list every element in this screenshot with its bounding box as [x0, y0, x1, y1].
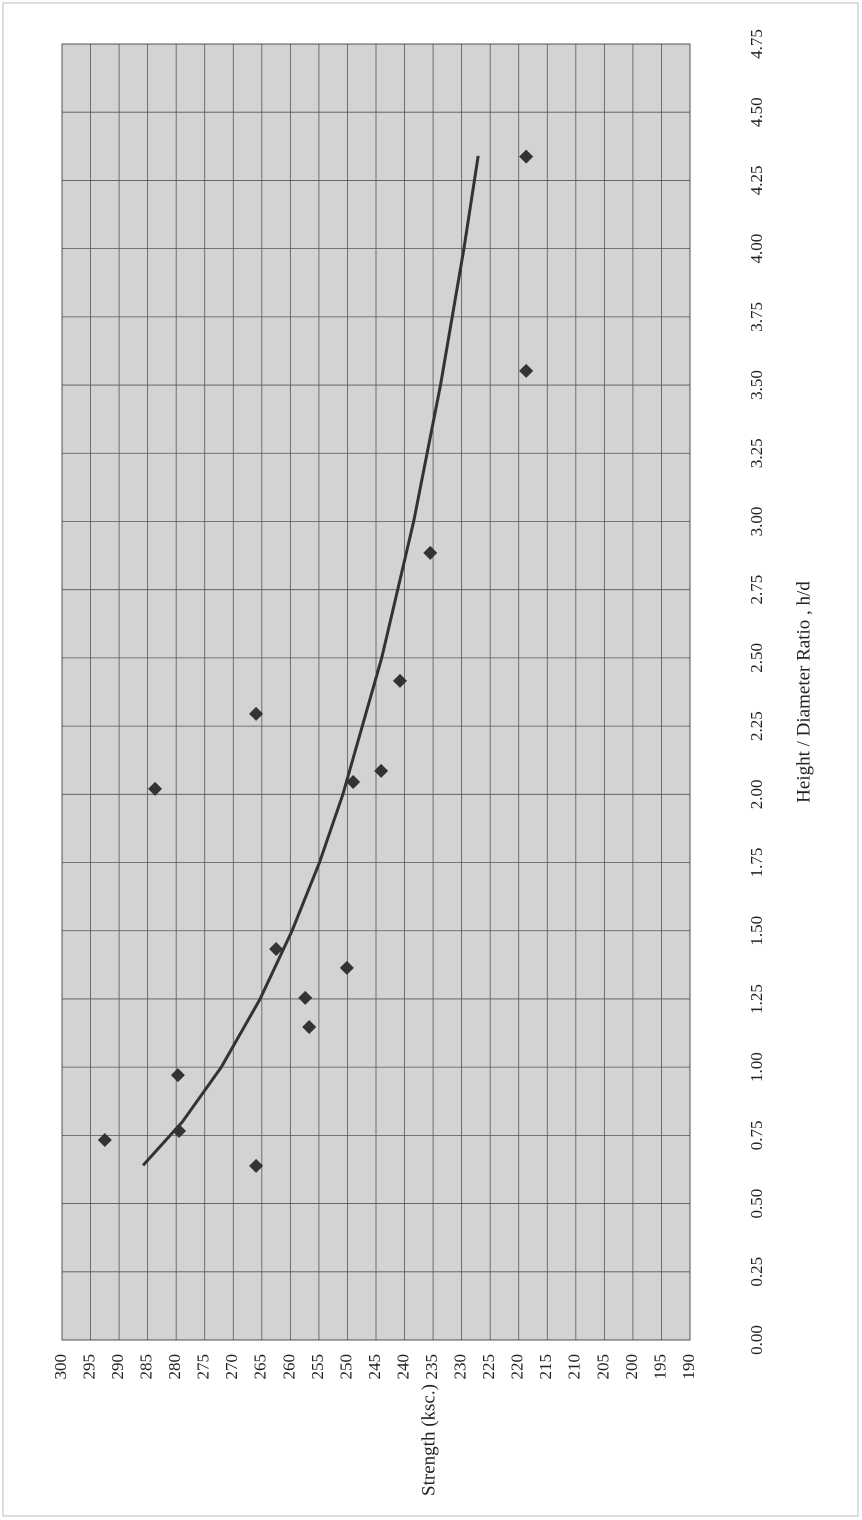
y-tick-label: 280: [165, 1354, 184, 1380]
y-tick-label: 210: [565, 1354, 584, 1380]
data-point: [172, 1124, 187, 1139]
x-tick-label: 2.25: [747, 711, 766, 741]
data-point: [392, 673, 407, 688]
data-point: [97, 1133, 112, 1148]
x-tick-label: 1.25: [747, 984, 766, 1014]
data-point: [519, 149, 534, 164]
y-tick-label: 230: [451, 1354, 470, 1380]
data-point: [374, 763, 389, 778]
x-tick-label: 4.50: [747, 97, 766, 127]
x-axis-title: Height / Diameter Ratio , h/d: [793, 581, 814, 803]
x-tick-label: 0.25: [747, 1257, 766, 1287]
y-tick-label: 215: [536, 1354, 555, 1380]
y-tick-label: 245: [365, 1354, 384, 1380]
x-tick-label: 4.75: [747, 29, 766, 59]
data-point: [249, 706, 264, 721]
x-tick-label: 2.00: [747, 779, 766, 809]
y-axis-title: Strength (ksc.): [418, 1384, 439, 1496]
y-tick-label: 275: [194, 1354, 213, 1380]
x-tick-label: 0.75: [747, 1120, 766, 1150]
x-tick-label: 4.00: [747, 234, 766, 264]
y-tick-label: 225: [479, 1354, 498, 1380]
data-point: [423, 545, 438, 560]
y-tick-label: 300: [51, 1354, 70, 1380]
data-point: [148, 781, 163, 796]
y-tick-label: 205: [593, 1354, 612, 1380]
y-tick-label: 200: [622, 1354, 641, 1380]
x-tick-label: 0.00: [747, 1325, 766, 1355]
y-tick-label: 290: [108, 1354, 127, 1380]
data-point: [339, 960, 354, 975]
y-tick-label: 295: [79, 1354, 98, 1380]
y-tick-label: 195: [650, 1354, 669, 1380]
data-point: [249, 1158, 264, 1173]
x-tick-label: 1.75: [747, 848, 766, 878]
y-tick-label: 220: [508, 1354, 527, 1380]
data-point: [298, 990, 313, 1005]
x-tick-label: 4.25: [747, 166, 766, 196]
y-tick-label: 190: [679, 1354, 698, 1380]
data-point: [269, 942, 284, 957]
x-tick-label: 3.75: [747, 302, 766, 332]
x-tick-label: 0.50: [747, 1189, 766, 1219]
data-point: [519, 363, 534, 378]
y-tick-label: 270: [222, 1354, 241, 1380]
y-tick-label: 265: [251, 1354, 270, 1380]
x-tick-label: 1.50: [747, 916, 766, 946]
y-tick-label: 285: [137, 1354, 156, 1380]
x-tick-label: 2.50: [747, 643, 766, 673]
y-tick-label: 260: [279, 1354, 298, 1380]
data-point: [346, 775, 361, 790]
y-tick-label: 250: [336, 1354, 355, 1380]
data-point: [170, 1068, 185, 1083]
y-tick-label: 235: [422, 1354, 441, 1380]
data-point: [302, 1020, 317, 1035]
trendline: [141, 155, 480, 1167]
x-tick-label: 1.00: [747, 1052, 766, 1082]
y-tick-label: 240: [393, 1354, 412, 1380]
x-tick-label: 2.75: [747, 575, 766, 605]
x-tick-label: 3.00: [747, 507, 766, 537]
y-tick-label: 255: [308, 1354, 327, 1380]
x-tick-label: 3.50: [747, 370, 766, 400]
x-tick-label: 3.25: [747, 438, 766, 468]
